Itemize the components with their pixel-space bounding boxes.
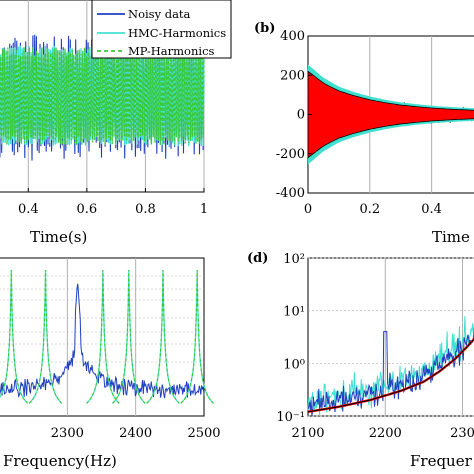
panel-a-xlabel: Time(s) (30, 228, 87, 246)
panel-a: 0.4 0.6 0.8 1 Time(s) Noisy data HMC-Harmon… (0, 0, 232, 246)
panel-b-ytick-label: -400 (276, 186, 305, 201)
panel-b-xtick-label: 0.4 (421, 202, 442, 217)
panel-c-xtick-label: 2400 (119, 426, 152, 441)
series-peak-mp (112, 269, 146, 404)
panel-a-xtick-label: 1 (200, 202, 208, 217)
panel-d: (d) 2100 2200 230 10² 10¹ 10⁰ 10⁻¹ Frequer (247, 251, 474, 470)
panel-b: (b) 0 0.2 0.4 400 200 0 -200 -400 Time (254, 21, 474, 246)
panel-b-label: (b) (254, 21, 275, 36)
legend-box (91, 0, 232, 59)
panel-b-ytick-label: -200 (276, 147, 305, 162)
legend: Noisy data HMC-Harmonics MP-Harmonics (91, 0, 232, 59)
panel-c-xlabel: Frequency(Hz) (3, 452, 117, 470)
panel-b-xlabel: Time (432, 228, 470, 246)
panel-a-xtick-label: 0.4 (18, 202, 39, 217)
series-peak-mp (0, 269, 29, 404)
panel-d-xtick-label: 230 (450, 426, 474, 441)
panel-d-ticks: 2100 2200 230 10² 10¹ 10⁰ 10⁻¹ (276, 252, 474, 441)
series-line-noisy (0, 283, 205, 399)
series-line-fit (307, 338, 474, 413)
panel-a-xtick-label: 0.8 (135, 202, 156, 217)
panel-d-ytick-label: 10² (283, 252, 305, 267)
panel-d-ytick-label: 10⁻¹ (276, 410, 305, 425)
panel-d-xlabel: Frequer (410, 452, 473, 470)
legend-label-noisy: Noisy data (128, 7, 191, 21)
panel-b-xtick-label: 0 (304, 202, 312, 217)
panel-b-series (307, 64, 474, 165)
panel-c-series (0, 269, 214, 404)
panel-d-frame (307, 257, 474, 417)
panel-c-xtick-label: 2500 (187, 426, 220, 441)
series-envelope (307, 70, 474, 159)
panel-c: 2300 2400 2500 Frequency(Hz) (0, 257, 221, 470)
series-peak-mp (86, 269, 120, 404)
panel-d-ytick-label: 10⁰ (283, 357, 305, 372)
series-peak-mp (146, 269, 180, 404)
panel-a-ticks: 0.4 0.6 0.8 1 (18, 188, 208, 217)
panel-a-series (0, 30, 205, 161)
panel-d-ytick-label: 10¹ (283, 305, 305, 320)
panel-b-ytick-label: 0 (297, 108, 305, 123)
panel-c-xtick-label: 2300 (51, 426, 84, 441)
panel-d-series (307, 316, 474, 417)
legend-label-mp: MP-Harmonics (128, 44, 215, 58)
panel-b-ytick-label: 400 (280, 29, 305, 44)
series-peak-mp (180, 269, 214, 404)
series-line-mp (0, 46, 205, 146)
panel-d-xtick-label: 2100 (291, 426, 324, 441)
panel-c-ticks: 2300 2400 2500 (51, 426, 221, 441)
legend-label-hmc: HMC-Harmonics (128, 26, 226, 40)
panel-b-ytick-label: 200 (280, 68, 305, 83)
series-peak-mp (28, 269, 63, 404)
panel-b-xtick-label: 0.2 (359, 202, 380, 217)
panel-c-grid (0, 258, 204, 416)
panel-b-ticks: 0 0.2 0.4 400 200 0 -200 -400 (276, 29, 442, 217)
panel-d-label: (d) (247, 251, 268, 266)
series-line-noisy (307, 324, 474, 417)
panel-d-xtick-label: 2200 (369, 426, 402, 441)
panel-a-xtick-label: 0.6 (77, 202, 98, 217)
